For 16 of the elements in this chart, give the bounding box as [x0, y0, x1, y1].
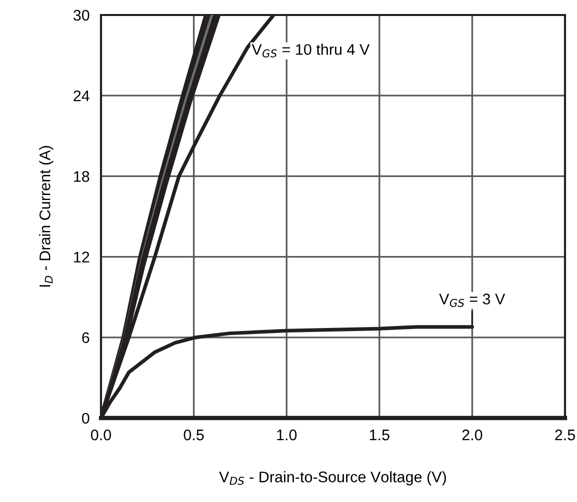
annotation: V$_{GS}$ = 10 thru 4 V — [252, 44, 370, 58]
x-tick-label: 2.5 — [555, 430, 575, 440]
annotation: V$_{GS}$ = 3 V — [439, 294, 506, 307]
x-axis-title: V$_{DS}$ - Drain-to-Source Voltage (V) — [219, 471, 446, 486]
x-tick-label: 0.0 — [90, 430, 112, 440]
x-tick-label: 0.5 — [184, 430, 204, 440]
y-axis-title: I$_{D}$ - Drain Current (A) — [39, 146, 54, 287]
y-tick-label: 6 — [82, 332, 90, 344]
y-tick-label: 30 — [73, 10, 90, 21]
y-tick-label: 18 — [74, 171, 90, 182]
y-tick-label: 0 — [82, 412, 90, 424]
x-tick-label: 1.0 — [277, 430, 297, 440]
x-tick-label: 1.5 — [370, 430, 390, 440]
y-tick-label: 24 — [74, 90, 90, 102]
y-tick-label: 12 — [74, 252, 90, 262]
x-tick-label: 2.0 — [462, 430, 482, 440]
